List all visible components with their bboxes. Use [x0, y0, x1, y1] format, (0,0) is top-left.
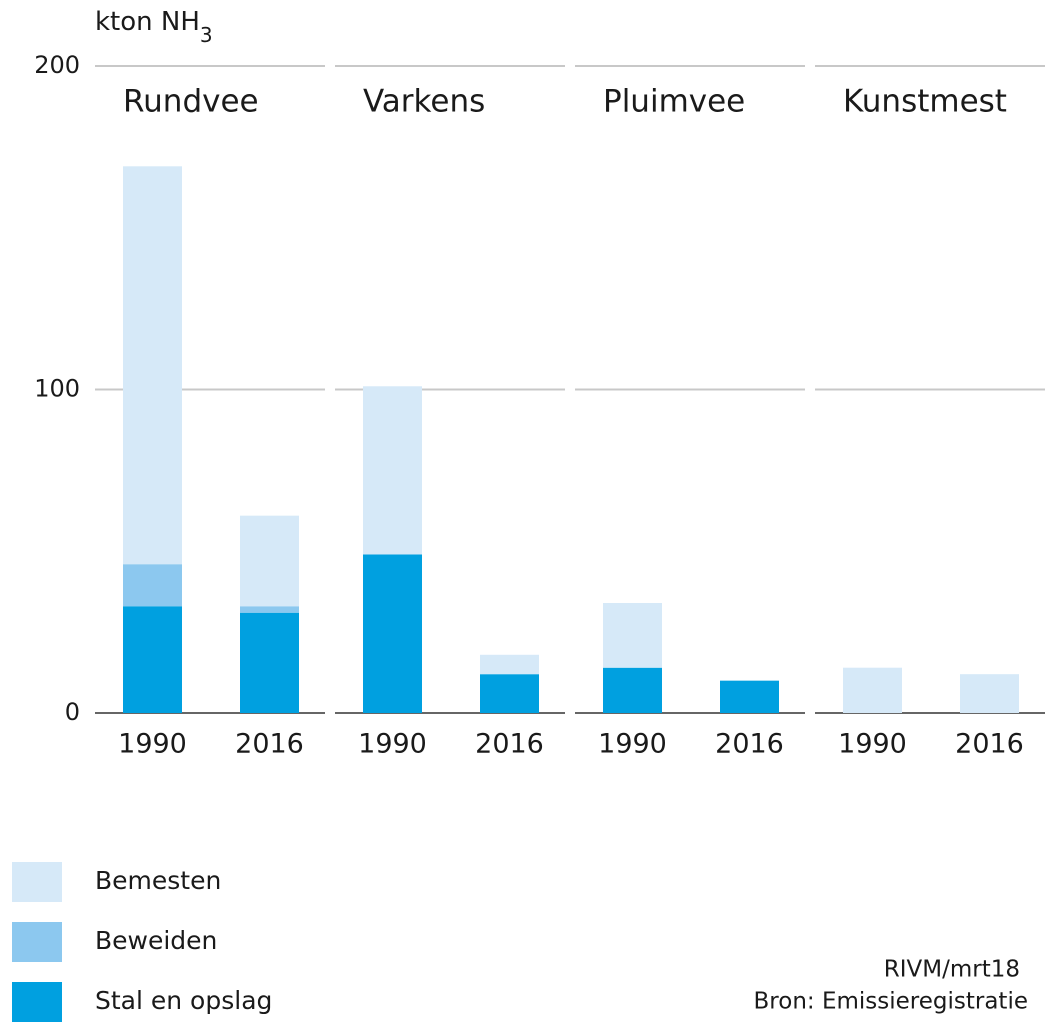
group-label: Pluimvee — [603, 84, 745, 120]
legend-label: Beweiden — [95, 926, 217, 955]
legend-swatch — [12, 922, 62, 962]
bar-segment — [240, 606, 299, 613]
bar-segment — [603, 603, 662, 668]
x-tick-label: 1990 — [598, 729, 667, 760]
bar-segment — [480, 674, 539, 713]
y-axis-label: kton NH3 — [95, 7, 213, 47]
bar-segment — [603, 667, 662, 713]
x-tick-label: 1990 — [838, 729, 907, 760]
legend-swatch — [12, 982, 62, 1022]
source: Bron: Emissieregistratie — [754, 989, 1028, 1015]
bar-segment — [123, 166, 182, 565]
y-tick-label: 0 — [65, 698, 80, 726]
legend-label: Stal en opslag — [95, 986, 272, 1015]
bar-segment — [480, 654, 539, 675]
bar-segment — [843, 667, 902, 713]
legend-swatch — [12, 862, 62, 902]
x-tick-label: 2016 — [475, 729, 544, 760]
legend-label: Bemesten — [95, 866, 221, 895]
bar-segment — [240, 612, 299, 713]
bar-segment — [123, 606, 182, 713]
x-tick-label: 2016 — [235, 729, 304, 760]
y-label-main: kton NH — [95, 7, 200, 37]
group-label: Kunstmest — [843, 84, 1007, 120]
y-label-subscript: 3 — [200, 23, 213, 47]
x-tick-label: 2016 — [955, 729, 1024, 760]
x-tick-label: 1990 — [118, 729, 187, 760]
group-label: Varkens — [363, 84, 485, 120]
bar-segment — [363, 554, 422, 713]
bar-segment — [960, 674, 1019, 713]
group-label: Rundvee — [123, 84, 259, 120]
bar-segment — [720, 680, 779, 713]
x-tick-label: 2016 — [715, 729, 784, 760]
credit: RIVM/mrt18 — [884, 957, 1020, 983]
bar-segment — [363, 386, 422, 555]
x-tick-label: 1990 — [358, 729, 427, 760]
bar-segment — [123, 564, 182, 607]
bar-segment — [240, 515, 299, 607]
y-tick-label: 100 — [34, 375, 80, 403]
y-tick-label: 200 — [34, 51, 80, 79]
